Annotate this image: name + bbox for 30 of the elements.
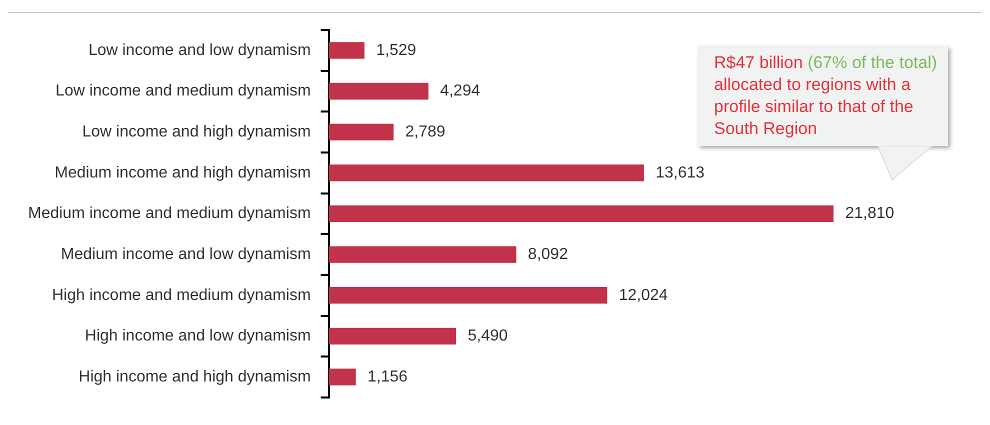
bar xyxy=(328,328,456,344)
bar xyxy=(328,124,394,140)
bar xyxy=(328,205,834,222)
y-tick-label: Medium income and high dynamism xyxy=(54,164,311,182)
data-label: 8,092 xyxy=(528,246,568,263)
data-label: 21,810 xyxy=(845,205,894,222)
bar xyxy=(328,164,644,182)
bar xyxy=(328,287,608,304)
annotation: allocated to regions with a profile similar to that of the South Region xyxy=(714,75,914,138)
data-label: 12,024 xyxy=(618,286,668,304)
bar xyxy=(328,246,516,263)
data-label: 13,613 xyxy=(656,164,705,182)
data-label: 1,529 xyxy=(376,42,416,59)
annotation: R$47 billion xyxy=(714,53,804,72)
data-label: 2,789 xyxy=(405,123,446,140)
y-tick-label: Low income and medium dynamism xyxy=(56,82,311,100)
y-tick-label: Low income and low dynamism xyxy=(88,42,311,59)
y-tick-label: Low income and high dynamism xyxy=(82,123,311,140)
bar xyxy=(328,368,356,386)
y-tick-label: High income and low dynamism xyxy=(84,328,311,345)
y-tick-label: Medium income and medium dynamism xyxy=(28,205,311,222)
data-label: 5,490 xyxy=(468,328,508,345)
y-tick-label: High income and high dynamism xyxy=(78,368,311,386)
annotation: (67% of the total) xyxy=(808,53,938,72)
y-tick-label: Medium income and low dynamism xyxy=(60,246,311,263)
data-label: 4,294 xyxy=(440,82,480,100)
bar xyxy=(328,82,428,100)
y-tick-label: High income and medium dynamism xyxy=(52,286,311,304)
bar xyxy=(328,42,364,59)
data-label: 1,156 xyxy=(368,368,408,386)
